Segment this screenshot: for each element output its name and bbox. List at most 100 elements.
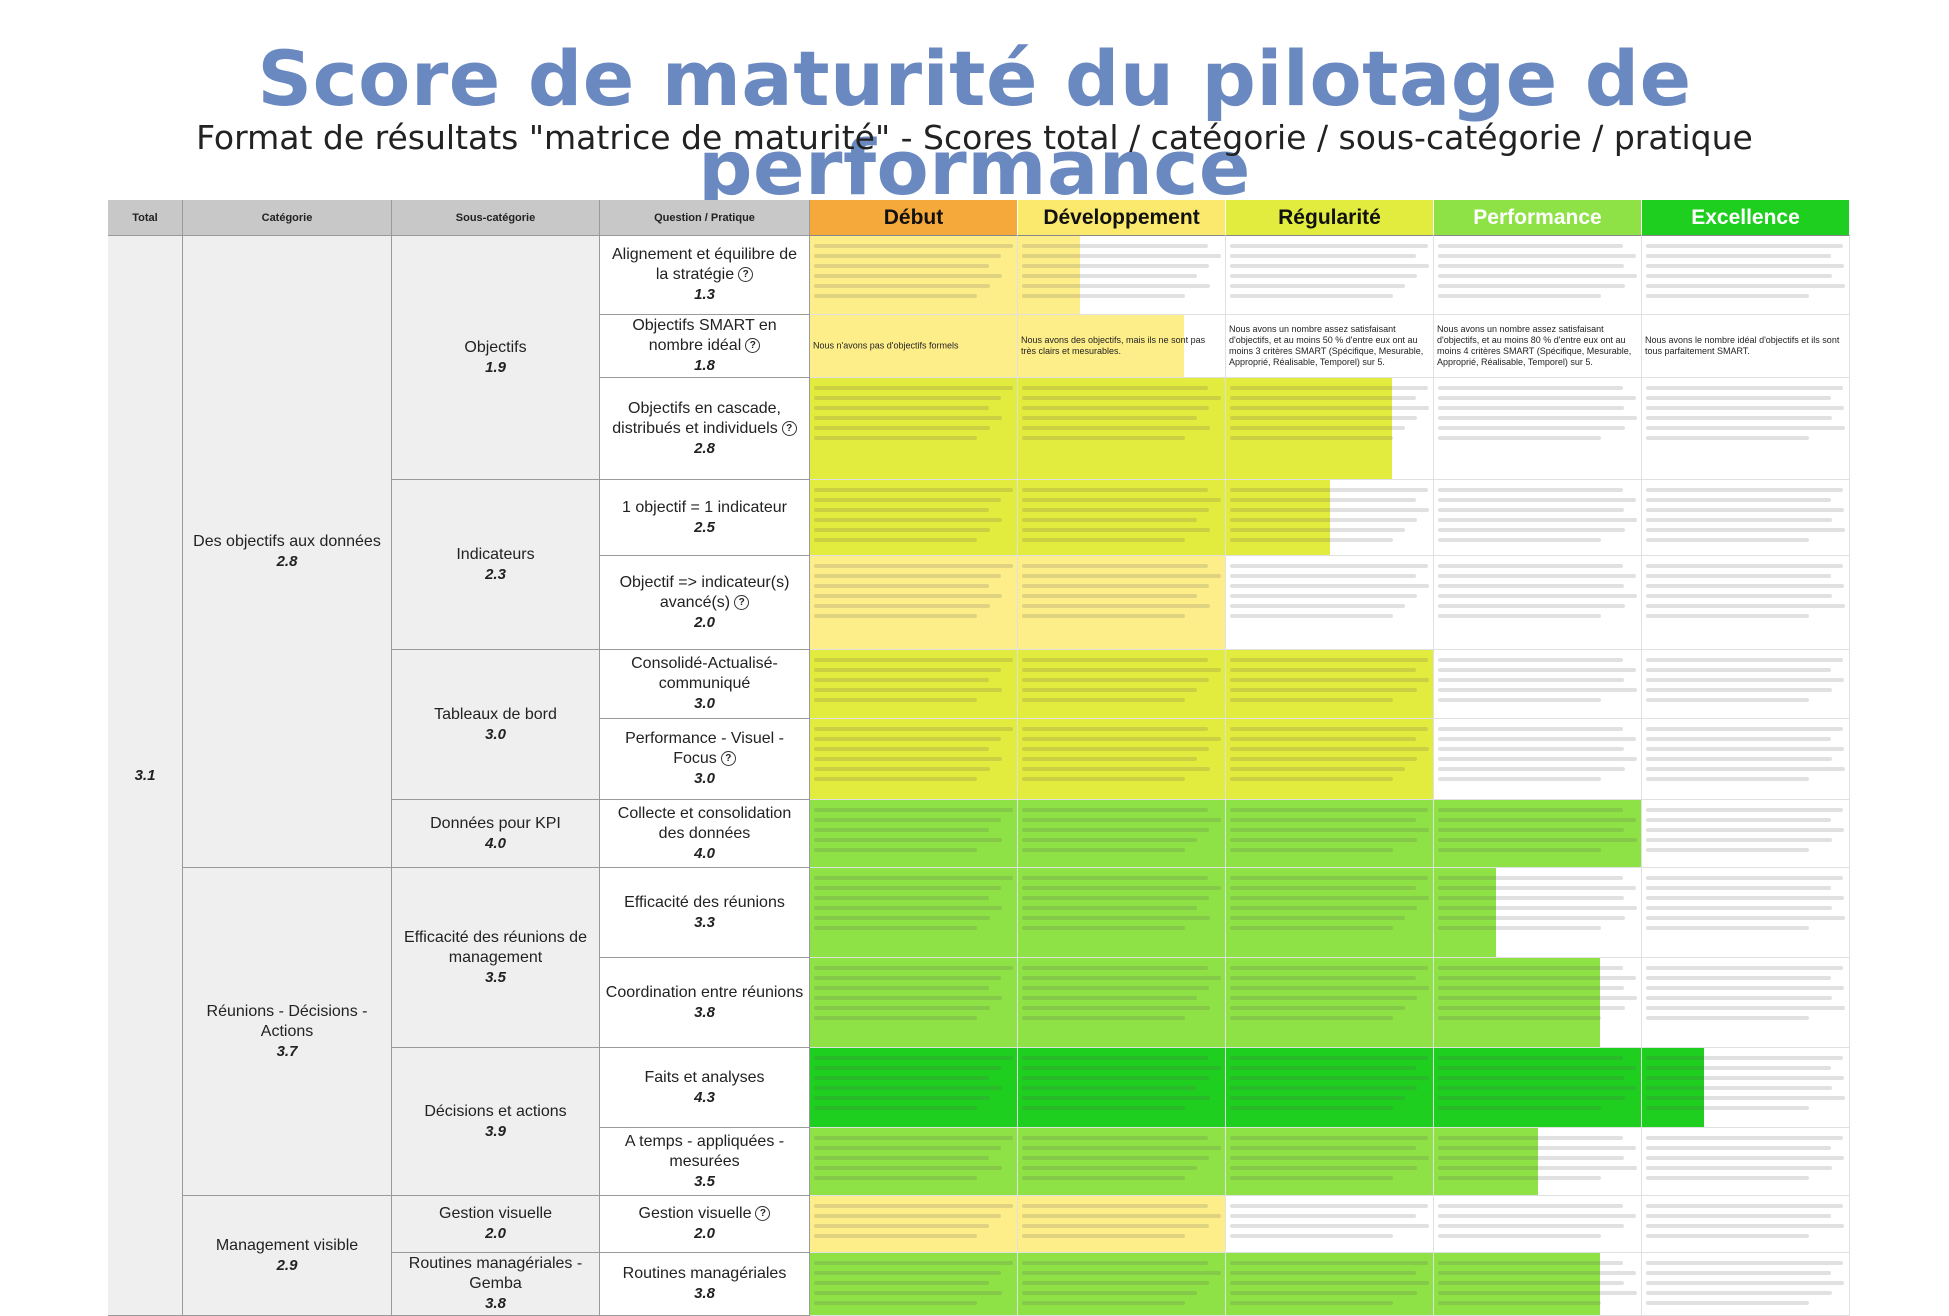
level-cell[interactable] xyxy=(1226,378,1434,480)
level-cell[interactable] xyxy=(1434,556,1642,650)
level-cell[interactable] xyxy=(1434,1196,1642,1253)
level-cell[interactable] xyxy=(1434,800,1642,868)
question-cell[interactable]: Routines managériales 3.8 xyxy=(600,1253,810,1316)
level-cell[interactable] xyxy=(810,800,1018,868)
question-cell[interactable]: Consolidé-Actualisé-communiqué 3.0 xyxy=(600,650,810,719)
help-icon[interactable]: ? xyxy=(745,338,761,354)
level-cell[interactable] xyxy=(1226,650,1434,719)
blurred-text-line xyxy=(1438,264,1624,268)
question-cell[interactable]: A temps - appliquées - mesurées 3.5 xyxy=(600,1128,810,1196)
level-cell[interactable] xyxy=(1018,1253,1226,1316)
level-cell[interactable] xyxy=(1434,480,1642,556)
level-cell[interactable] xyxy=(1434,719,1642,800)
level-cell[interactable] xyxy=(1642,719,1850,800)
level-cell[interactable]: Nous n'avons pas d'objectifs formels xyxy=(810,315,1018,378)
help-icon[interactable]: ? xyxy=(755,1206,771,1222)
level-cell[interactable] xyxy=(1434,650,1642,719)
level-cell[interactable] xyxy=(1226,719,1434,800)
level-cell[interactable]: Nous avons un nombre assez satisfaisant … xyxy=(1434,315,1642,378)
level-cell[interactable] xyxy=(810,378,1018,480)
level-cell[interactable] xyxy=(1226,236,1434,315)
level-cell[interactable] xyxy=(1018,480,1226,556)
level-cell[interactable] xyxy=(1642,556,1850,650)
level-cell[interactable] xyxy=(1226,1196,1434,1253)
subcategory-cell: Routines managériales - Gemba 3.8 xyxy=(392,1253,600,1316)
question-cell[interactable]: Faits et analyses 4.3 xyxy=(600,1048,810,1128)
help-icon[interactable]: ? xyxy=(720,751,736,767)
level-cell[interactable] xyxy=(1642,650,1850,719)
level-cell[interactable] xyxy=(1642,1253,1850,1316)
level-cell[interactable] xyxy=(810,719,1018,800)
level-cell[interactable] xyxy=(1434,236,1642,315)
level-cell[interactable] xyxy=(1434,1048,1642,1128)
level-cell[interactable] xyxy=(1434,1128,1642,1196)
question-cell[interactable]: Coordination entre réunions 3.8 xyxy=(600,958,810,1048)
level-cell[interactable] xyxy=(1018,800,1226,868)
level-cell[interactable] xyxy=(1226,480,1434,556)
level-cell[interactable]: Nous avons un nombre assez satisfaisant … xyxy=(1226,315,1434,378)
level-cell[interactable] xyxy=(1226,800,1434,868)
level-cell[interactable] xyxy=(1018,1128,1226,1196)
level-cell[interactable] xyxy=(810,1128,1018,1196)
question-cell[interactable]: 1 objectif = 1 indicateur 2.5 xyxy=(600,480,810,556)
level-cell[interactable] xyxy=(810,958,1018,1048)
blurred-text-line xyxy=(814,848,977,852)
level-cell[interactable] xyxy=(1018,556,1226,650)
blurred-text-line xyxy=(1438,1086,1637,1090)
level-cell[interactable] xyxy=(810,650,1018,719)
blurred-text-line xyxy=(1438,1301,1601,1305)
level-cell[interactable] xyxy=(1226,1128,1434,1196)
question-cell[interactable]: Objectifs en cascade, distribués et indi… xyxy=(600,378,810,480)
help-icon[interactable]: ? xyxy=(781,420,797,436)
level-cell[interactable] xyxy=(1018,236,1226,315)
level-cell[interactable] xyxy=(1018,650,1226,719)
level-cell[interactable] xyxy=(810,1196,1018,1253)
blurred-text-line xyxy=(1438,488,1623,492)
level-cell[interactable] xyxy=(810,1048,1018,1128)
blurred-text-line xyxy=(1646,1291,1832,1295)
level-cell[interactable] xyxy=(1642,1196,1850,1253)
level-cell[interactable] xyxy=(1642,480,1850,556)
level-cell[interactable] xyxy=(1642,1128,1850,1196)
level-cell[interactable]: Nous avons le nombre idéal d'objectifs e… xyxy=(1642,315,1850,378)
question-cell[interactable]: Alignement et équilibre de la stratégie?… xyxy=(600,236,810,315)
level-cell[interactable] xyxy=(1226,958,1434,1048)
level-cell[interactable] xyxy=(810,480,1018,556)
level-cell[interactable] xyxy=(1018,1196,1226,1253)
level-cell[interactable]: Nous avons des objectifs, mais ils ne so… xyxy=(1018,315,1226,378)
level-cell[interactable] xyxy=(1434,958,1642,1048)
level-cell[interactable] xyxy=(1018,378,1226,480)
question-cell[interactable]: Efficacité des réunions 3.3 xyxy=(600,868,810,958)
level-cell[interactable] xyxy=(810,236,1018,315)
level-cell[interactable] xyxy=(1434,868,1642,958)
page-subtitle: Format de résultats "matrice de maturité… xyxy=(196,118,1753,157)
level-cell[interactable] xyxy=(1642,236,1850,315)
question-cell[interactable]: Performance - Visuel - Focus? 3.0 xyxy=(600,719,810,800)
question-cell[interactable]: Collecte et consolidation des données 4.0 xyxy=(600,800,810,868)
question-cell[interactable]: Objectif => indicateur(s) avancé(s)? 2.0 xyxy=(600,556,810,650)
blurred-text-line xyxy=(814,498,1001,502)
level-cell[interactable] xyxy=(1018,719,1226,800)
question-cell[interactable]: Objectifs SMART en nombre idéal? 1.8 xyxy=(600,315,810,378)
question-cell[interactable]: Gestion visuelle? 2.0 xyxy=(600,1196,810,1253)
level-cell[interactable] xyxy=(810,1253,1018,1316)
level-cell[interactable] xyxy=(1642,1048,1850,1128)
level-cell[interactable] xyxy=(1642,800,1850,868)
help-icon[interactable]: ? xyxy=(738,267,754,283)
level-cell[interactable] xyxy=(1642,958,1850,1048)
level-cell[interactable] xyxy=(1226,1048,1434,1128)
level-cell[interactable] xyxy=(1642,868,1850,958)
help-icon[interactable]: ? xyxy=(734,594,750,610)
blurred-text-line xyxy=(1438,294,1601,298)
level-cell[interactable] xyxy=(1434,1253,1642,1316)
level-cell[interactable] xyxy=(1226,1253,1434,1316)
level-cell[interactable] xyxy=(1642,378,1850,480)
level-cell[interactable] xyxy=(1434,378,1642,480)
level-cell[interactable] xyxy=(810,556,1018,650)
level-cell[interactable] xyxy=(810,868,1018,958)
level-cell[interactable] xyxy=(1018,868,1226,958)
level-cell[interactable] xyxy=(1226,556,1434,650)
level-cell[interactable] xyxy=(1018,958,1226,1048)
level-cell[interactable] xyxy=(1018,1048,1226,1128)
level-cell[interactable] xyxy=(1226,868,1434,958)
